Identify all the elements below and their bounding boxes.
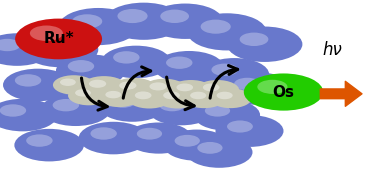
Circle shape xyxy=(186,137,253,168)
Circle shape xyxy=(169,80,213,101)
FancyArrowPatch shape xyxy=(123,67,151,98)
Circle shape xyxy=(59,8,138,45)
Circle shape xyxy=(23,32,98,67)
Circle shape xyxy=(244,73,323,111)
Circle shape xyxy=(118,9,147,23)
Circle shape xyxy=(99,91,166,122)
Circle shape xyxy=(75,89,91,96)
Circle shape xyxy=(89,80,106,88)
Circle shape xyxy=(68,60,94,72)
Circle shape xyxy=(177,84,193,91)
Circle shape xyxy=(149,82,167,90)
Circle shape xyxy=(137,128,162,140)
Circle shape xyxy=(104,3,183,40)
Circle shape xyxy=(56,55,125,87)
Circle shape xyxy=(3,69,73,101)
Circle shape xyxy=(154,51,224,84)
Circle shape xyxy=(203,84,220,91)
Circle shape xyxy=(163,92,180,99)
Circle shape xyxy=(147,4,223,39)
Circle shape xyxy=(72,14,102,28)
Circle shape xyxy=(205,105,230,117)
Circle shape xyxy=(98,88,140,107)
Circle shape xyxy=(0,39,20,51)
Circle shape xyxy=(135,92,152,99)
Text: Os: Os xyxy=(273,85,294,99)
Circle shape xyxy=(156,88,200,109)
Circle shape xyxy=(26,134,53,147)
Circle shape xyxy=(194,99,260,131)
Circle shape xyxy=(163,130,230,161)
Circle shape xyxy=(200,58,269,91)
Circle shape xyxy=(101,46,171,78)
Circle shape xyxy=(119,81,136,90)
FancyArrowPatch shape xyxy=(320,81,362,106)
Circle shape xyxy=(112,78,157,99)
Circle shape xyxy=(190,92,206,99)
Text: hν: hν xyxy=(323,41,342,59)
Circle shape xyxy=(15,19,102,59)
Circle shape xyxy=(110,96,136,108)
Circle shape xyxy=(15,74,41,87)
Circle shape xyxy=(257,80,287,94)
Circle shape xyxy=(215,115,284,147)
Circle shape xyxy=(53,99,79,111)
Circle shape xyxy=(222,72,292,105)
Circle shape xyxy=(53,75,94,95)
Circle shape xyxy=(240,33,268,46)
Circle shape xyxy=(30,25,63,41)
Circle shape xyxy=(0,99,57,131)
Text: Ru*: Ru* xyxy=(43,32,74,46)
Circle shape xyxy=(175,135,200,147)
FancyArrowPatch shape xyxy=(82,78,107,110)
FancyArrowPatch shape xyxy=(210,65,238,98)
Circle shape xyxy=(79,122,148,154)
Circle shape xyxy=(217,92,233,99)
Circle shape xyxy=(160,99,185,111)
Circle shape xyxy=(187,13,266,50)
Circle shape xyxy=(197,142,223,154)
FancyArrowPatch shape xyxy=(167,77,194,110)
Circle shape xyxy=(127,88,171,109)
Circle shape xyxy=(105,91,121,98)
Circle shape xyxy=(142,79,187,100)
Circle shape xyxy=(211,64,238,76)
Circle shape xyxy=(201,20,231,34)
Circle shape xyxy=(36,38,64,51)
Circle shape xyxy=(234,78,260,90)
Circle shape xyxy=(113,51,139,64)
Circle shape xyxy=(0,33,52,66)
Circle shape xyxy=(90,127,117,140)
Circle shape xyxy=(195,80,239,101)
Circle shape xyxy=(148,94,215,125)
Circle shape xyxy=(209,88,252,108)
Circle shape xyxy=(125,122,192,154)
Circle shape xyxy=(227,27,302,62)
Circle shape xyxy=(14,129,84,161)
Circle shape xyxy=(227,121,253,133)
Circle shape xyxy=(183,88,225,108)
Circle shape xyxy=(60,79,76,86)
Circle shape xyxy=(166,56,192,69)
Circle shape xyxy=(81,76,127,97)
Circle shape xyxy=(41,93,110,126)
Circle shape xyxy=(68,86,110,105)
Circle shape xyxy=(0,104,26,117)
Circle shape xyxy=(160,10,189,23)
